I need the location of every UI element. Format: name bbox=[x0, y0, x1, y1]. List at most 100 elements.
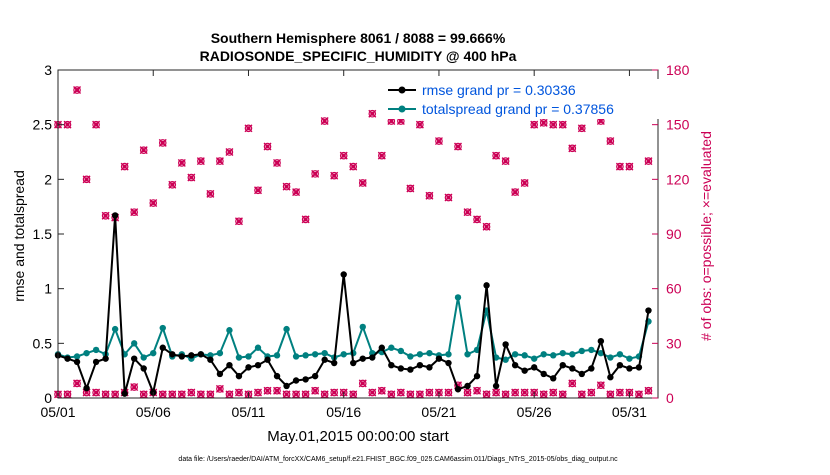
obs-lower-point bbox=[92, 388, 101, 397]
obs-lower-marker-center bbox=[303, 392, 308, 397]
obs-lower-marker-center bbox=[332, 390, 337, 395]
plot-area-frame bbox=[57, 69, 659, 399]
obs-lower-marker-center bbox=[313, 388, 318, 393]
obs-lower-point bbox=[196, 390, 205, 399]
totalspread-point bbox=[550, 352, 557, 359]
obs-lower-possible-marker bbox=[492, 388, 500, 397]
obs-lower-marker-center bbox=[389, 392, 394, 397]
obs-upper-marker-center bbox=[246, 126, 251, 131]
obs-upper-point bbox=[263, 142, 272, 151]
obs-lower-point bbox=[425, 388, 434, 397]
obs-lower-possible-marker bbox=[378, 386, 386, 395]
obs-lower-point bbox=[273, 386, 282, 395]
obs-upper-marker-center bbox=[351, 164, 356, 169]
obs-lower-point bbox=[396, 388, 405, 397]
obs-upper-point bbox=[444, 193, 453, 202]
obs-upper-possible-marker bbox=[578, 124, 586, 133]
obs-lower-marker-center bbox=[551, 390, 556, 395]
obs-upper-point bbox=[149, 199, 158, 208]
totalspread-point bbox=[302, 352, 309, 359]
obs-upper-point bbox=[577, 124, 586, 133]
totalspread-point bbox=[321, 349, 328, 357]
obs-lower-possible-marker bbox=[587, 388, 596, 397]
rmse-point bbox=[245, 364, 252, 371]
obs-lower-possible-marker bbox=[520, 388, 529, 397]
obs-upper-marker-center bbox=[341, 153, 346, 158]
obs-upper-marker-center bbox=[522, 180, 527, 185]
totalspread-point bbox=[607, 354, 614, 361]
obs-upper-possible-marker bbox=[330, 171, 338, 180]
rmse-point bbox=[559, 362, 566, 369]
obs-upper-possible-marker bbox=[530, 120, 538, 129]
rmse-point bbox=[569, 365, 576, 372]
obs-lower-marker-center bbox=[608, 392, 613, 397]
obs-upper-point bbox=[406, 184, 415, 193]
obs-lower-marker-center bbox=[360, 381, 365, 386]
obs-lower-point bbox=[606, 390, 615, 399]
obs-upper-possible-marker bbox=[244, 124, 253, 133]
totalspread-point bbox=[111, 325, 119, 333]
obs-upper-possible-marker bbox=[378, 151, 386, 160]
obs-lower-marker-center bbox=[132, 385, 137, 390]
y-axis-label-left: rmse and totalspread bbox=[11, 170, 27, 302]
x-tick-label: 05/21 bbox=[421, 404, 456, 420]
rmse-point bbox=[64, 355, 71, 362]
obs-upper-marker-center bbox=[541, 120, 546, 125]
rmse-point bbox=[578, 370, 586, 378]
totalspread-point bbox=[445, 351, 452, 358]
rmse-point bbox=[178, 353, 186, 360]
obs-upper-marker-center bbox=[160, 140, 165, 145]
rmse-point bbox=[73, 358, 81, 366]
obs-lower-marker-center bbox=[417, 392, 422, 397]
rmse-point bbox=[350, 359, 357, 367]
obs-upper-marker-center bbox=[551, 122, 556, 127]
y-tick-label-right: 30 bbox=[666, 335, 682, 351]
rmse-point bbox=[359, 355, 366, 362]
rmse-point bbox=[111, 212, 119, 219]
obs-upper-point bbox=[273, 158, 282, 167]
totalspread-point bbox=[569, 351, 576, 358]
rmse-point bbox=[483, 282, 490, 289]
rmse-point bbox=[445, 359, 452, 367]
obs-upper-marker-center bbox=[389, 119, 394, 124]
obs-upper-marker-center bbox=[332, 173, 337, 178]
rmse-point bbox=[416, 362, 424, 369]
obs-lower-possible-marker bbox=[216, 385, 224, 393]
obs-upper-marker-center bbox=[360, 180, 365, 185]
rmse-point bbox=[521, 367, 528, 374]
obs-upper-possible-marker bbox=[568, 144, 577, 153]
obs-upper-possible-marker bbox=[130, 208, 138, 216]
obs-upper-marker-center bbox=[322, 119, 327, 124]
obs-upper-point bbox=[615, 162, 624, 171]
obs-upper-point bbox=[463, 208, 472, 217]
obs-upper-possible-marker bbox=[539, 119, 548, 127]
rmse-point bbox=[607, 374, 614, 381]
totalspread-point bbox=[597, 349, 605, 357]
obs-upper-marker-center bbox=[379, 153, 384, 158]
obs-upper-point bbox=[492, 151, 501, 160]
obs-lower-marker-center bbox=[370, 390, 375, 395]
rmse-point bbox=[169, 351, 176, 358]
obs-lower-marker-center bbox=[294, 392, 299, 397]
rmse-point bbox=[426, 364, 433, 371]
obs-lower-marker-center bbox=[636, 392, 641, 397]
obs-lower-point bbox=[301, 390, 310, 399]
obs-upper-point bbox=[520, 178, 529, 187]
obs-lower-marker-center bbox=[494, 390, 499, 395]
obs-lower-point bbox=[520, 388, 529, 397]
x-tick-label: 05/16 bbox=[326, 404, 361, 420]
obs-lower-point bbox=[577, 390, 586, 399]
y-tick-label-right: 150 bbox=[666, 117, 690, 133]
obs-upper-point bbox=[330, 171, 339, 180]
rmse-point bbox=[235, 372, 243, 380]
obs-upper-marker-center bbox=[227, 150, 232, 154]
y-tick-label-left: 3 bbox=[44, 62, 52, 78]
obs-upper-point bbox=[358, 178, 367, 187]
obs-lower-point bbox=[444, 388, 453, 397]
obs-lower-marker-center bbox=[541, 392, 546, 397]
obs-upper-possible-marker bbox=[416, 120, 424, 129]
footnote: data file: /Users/raeder/DAI/ATM_forcXX/… bbox=[178, 456, 618, 463]
obs-upper-possible-marker bbox=[168, 181, 177, 189]
rmse-point bbox=[254, 362, 262, 369]
obs-lower-marker-center bbox=[179, 392, 184, 397]
